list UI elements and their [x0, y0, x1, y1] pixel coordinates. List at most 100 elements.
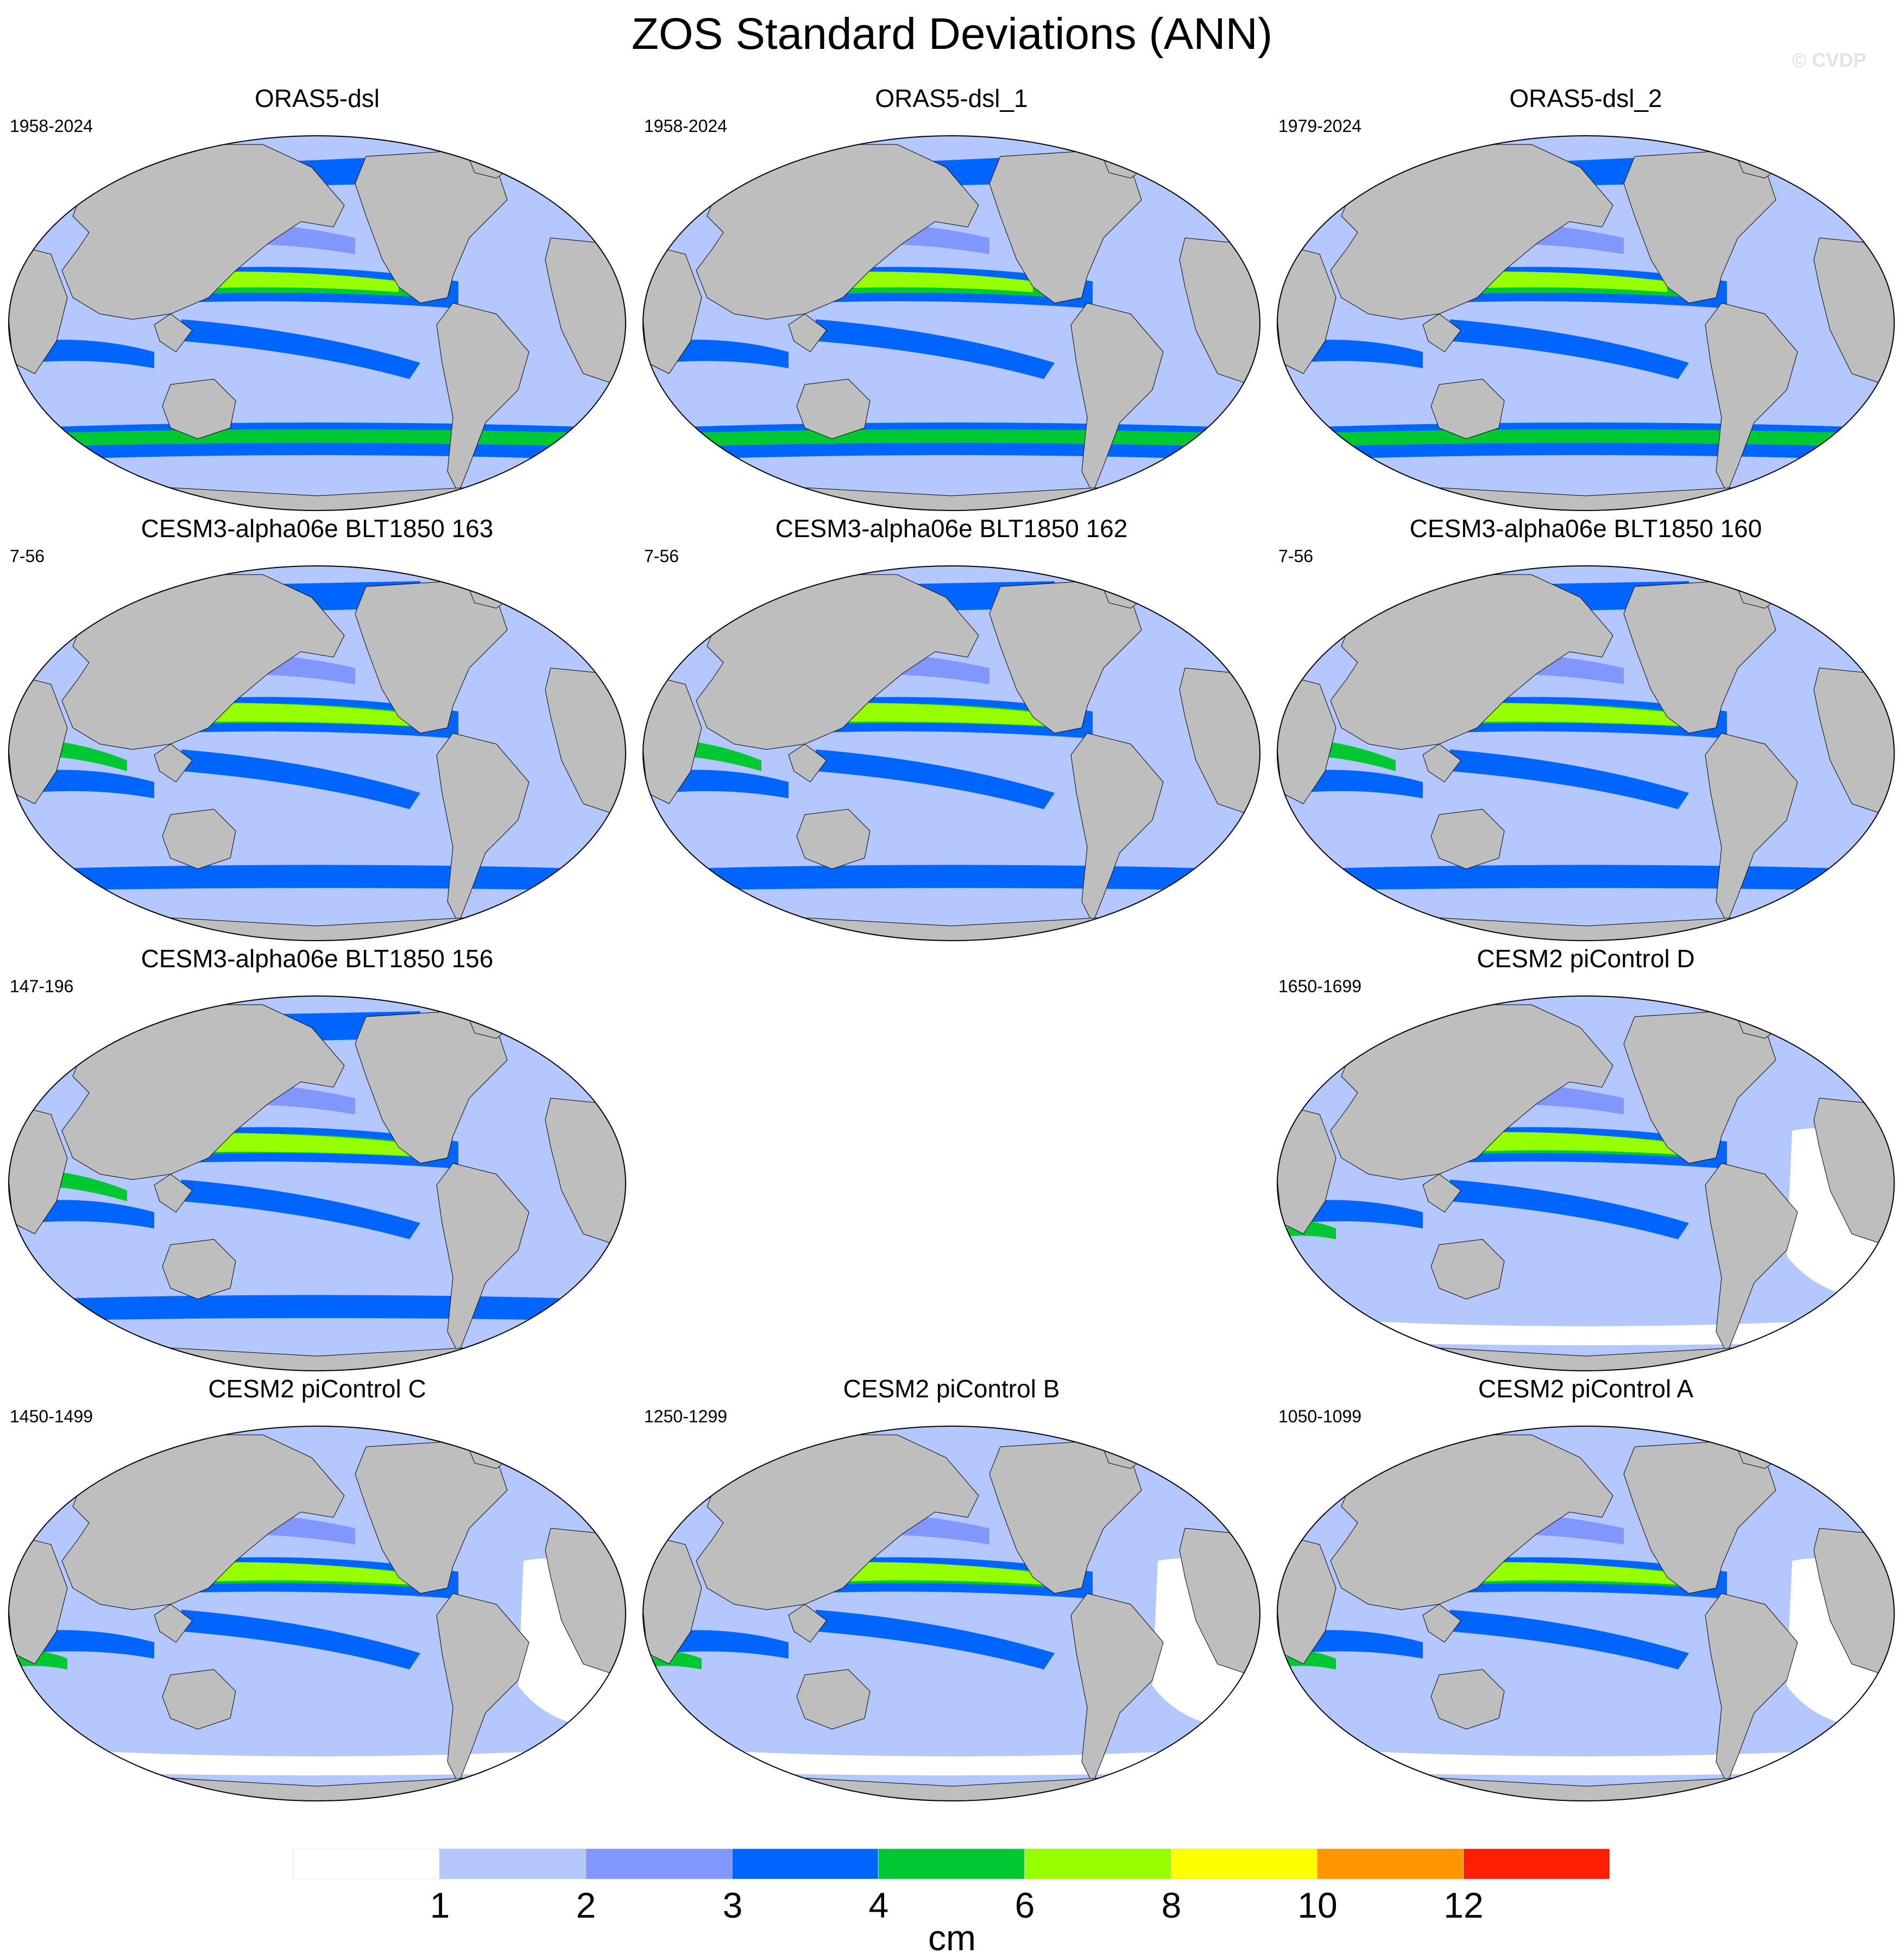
land-eurasia [1330, 1434, 1613, 1610]
map-panel: CESM3-alpha06e BLT1850 163 7-56 [0, 512, 634, 942]
variability-band [40, 1295, 594, 1321]
page-title: ZOS Standard Deviations (ANN) [631, 9, 1273, 59]
panel-period: 147-196 [10, 976, 74, 996]
land-australia [796, 1669, 871, 1730]
panel-title: CESM2 piControl D [1477, 944, 1695, 973]
panel-period: 1958-2024 [644, 116, 728, 136]
globe-outline [642, 565, 1260, 941]
land-australia [796, 809, 871, 869]
panel-title: CESM2 piControl A [1478, 1375, 1694, 1403]
variability-band [181, 749, 420, 809]
colorbar-box [732, 1849, 879, 1879]
panel-period: 7-56 [644, 546, 679, 566]
land-australia [162, 379, 236, 439]
land-africa-west [9, 673, 68, 804]
map-layer [9, 996, 626, 1371]
land-eurasia [61, 1004, 345, 1180]
land-africa-west [9, 1103, 68, 1234]
land-eurasia [61, 574, 345, 750]
world-map [1277, 995, 1895, 1371]
variability-band [664, 339, 789, 368]
colorbar-box [439, 1849, 587, 1879]
land-south-america [1070, 733, 1164, 924]
land-china [1422, 743, 1461, 783]
variability-band [29, 1200, 154, 1228]
land-south-america [1070, 302, 1164, 494]
land-eurasia [61, 1434, 345, 1610]
land-africa-west [1277, 1103, 1336, 1234]
colorbar-label: 10 [1297, 1885, 1338, 1925]
land-eurasia [1330, 574, 1613, 750]
map-layer [1277, 566, 1894, 941]
world-map [1277, 565, 1895, 941]
land-australia [796, 379, 871, 439]
land-china [154, 743, 193, 783]
map-layer [1277, 996, 1894, 1371]
world-map [1277, 1426, 1895, 1801]
land-china [788, 1604, 827, 1643]
globe-outline [1277, 565, 1895, 941]
variability-band [1450, 1180, 1689, 1239]
colorbar-box [1463, 1849, 1610, 1879]
panel-period: 1958-2024 [10, 116, 93, 136]
land-australia [1430, 379, 1505, 439]
variability-band [181, 1133, 442, 1158]
panel-period: 1979-2024 [1278, 116, 1362, 136]
panel-title: ORAS5-dsl [254, 84, 380, 112]
colorbar-box [878, 1849, 1025, 1879]
colorbar-label: 1 [430, 1885, 450, 1925]
land-china [154, 1604, 193, 1643]
land-eurasia [1330, 144, 1613, 320]
variability-band [181, 1180, 420, 1239]
world-map [642, 135, 1260, 511]
variability-band [1450, 1610, 1689, 1669]
variability-band [1298, 770, 1423, 798]
variability-band [1455, 1562, 1689, 1585]
world-map [8, 1426, 626, 1801]
colorbar-label: 2 [576, 1885, 596, 1925]
globe-outline [8, 995, 626, 1371]
panel-period: 7-56 [1278, 546, 1314, 566]
map-panel: CESM3-alpha06e BLT1850 162 7-56 [634, 512, 1269, 942]
colorbar-box [1024, 1849, 1171, 1879]
land-china [154, 1174, 193, 1213]
map-layer [1277, 1426, 1894, 1801]
panel-title: CESM3-alpha06e BLT1850 156 [141, 944, 494, 973]
globe-outline [8, 565, 626, 941]
variability-band [821, 1562, 1055, 1585]
map-panel: CESM2 piControl B 1250-1299 [634, 1372, 1269, 1802]
watermark: © CVDP [1792, 49, 1867, 71]
land-australia [162, 1239, 236, 1300]
globe-outline [8, 135, 626, 511]
panel-title: CESM3-alpha06e BLT1850 163 [141, 514, 494, 543]
land-eurasia [696, 1434, 979, 1610]
globe-outline [642, 135, 1260, 511]
map-layer [9, 1426, 626, 1801]
colorbar-box [1316, 1849, 1464, 1879]
panel-period: 1450-1499 [10, 1407, 93, 1426]
panel-period: 7-56 [10, 546, 45, 566]
colorbar-label: 8 [1161, 1885, 1182, 1925]
variability-band [1298, 339, 1423, 368]
variability-band [1309, 865, 1863, 891]
variability-band [723, 1751, 1185, 1775]
colorbar-box [293, 1849, 440, 1879]
panel-period: 1650-1699 [1278, 976, 1362, 996]
panel-title: CESM2 piControl C [208, 1375, 426, 1403]
land-africa-west [1277, 1533, 1336, 1665]
map-layer [9, 136, 626, 511]
land-australia [1430, 1239, 1505, 1300]
world-map [642, 565, 1260, 941]
land-china [1422, 1174, 1461, 1213]
world-map [642, 1426, 1260, 1801]
map-panel: ORAS5-dsl 1958-2024 [0, 81, 634, 512]
land-africa-west [1277, 243, 1336, 374]
map-layer [643, 136, 1260, 511]
land-eurasia [696, 144, 979, 320]
land-china [1422, 1604, 1461, 1643]
variability-band [1358, 1751, 1819, 1775]
panel-title: CESM3-alpha06e BLT1850 160 [1409, 514, 1762, 543]
world-map [8, 565, 626, 941]
land-africa-west [1277, 673, 1336, 804]
colorbar-box [585, 1849, 733, 1879]
